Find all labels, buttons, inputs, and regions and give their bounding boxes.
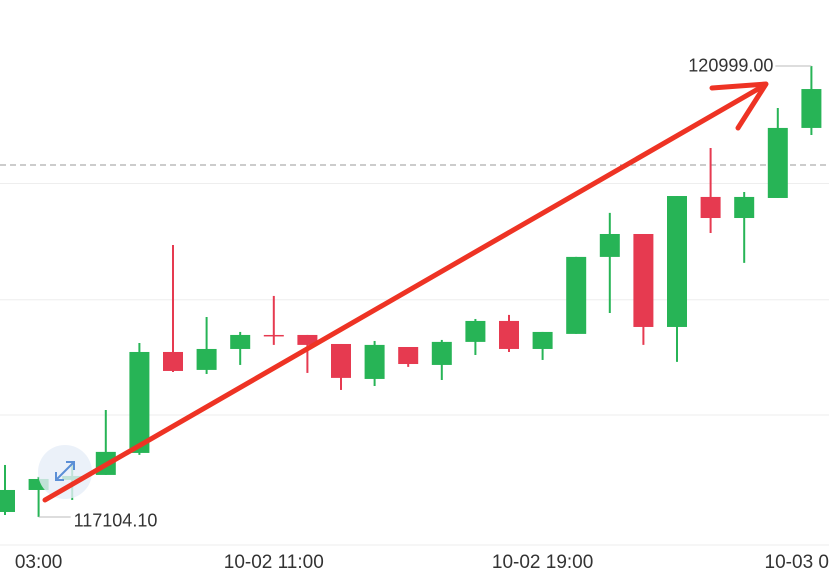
candle-body: [801, 89, 822, 128]
candle-body: [331, 343, 351, 378]
candle-body: [599, 233, 620, 257]
candle-body: [431, 341, 452, 365]
candle-body: [633, 233, 654, 327]
candle-body: [263, 334, 284, 337]
x-tick-label: 10-02 19:00: [492, 552, 593, 573]
x-tick-label: 03:00: [15, 552, 63, 573]
candle-body: [129, 351, 150, 453]
low-label: 117104.10: [74, 511, 158, 531]
candle-body: [230, 334, 251, 349]
x-tick-label: 10-02 11:00: [224, 552, 324, 573]
candle-body: [532, 331, 553, 349]
candle-body: [734, 196, 755, 219]
candle-body: [465, 320, 486, 342]
trend-arrow: [42, 81, 769, 503]
candle-body: [297, 334, 318, 345]
candle-body: [499, 320, 519, 349]
expand-icon[interactable]: [38, 445, 92, 499]
candle-body: [700, 196, 721, 219]
candle-body: [163, 351, 183, 371]
candle-body: [28, 478, 49, 490]
candle-body: [767, 127, 788, 198]
candle-body: [0, 489, 15, 512]
candle-body: [667, 196, 687, 327]
candle-body: [364, 344, 385, 379]
high-label: 120999.00: [688, 56, 773, 76]
x-tick-label: 10-03 0: [765, 552, 829, 573]
plot-area: [0, 65, 829, 517]
candle-body: [398, 346, 419, 365]
candle-body: [196, 348, 217, 370]
candle-body: [566, 256, 587, 334]
